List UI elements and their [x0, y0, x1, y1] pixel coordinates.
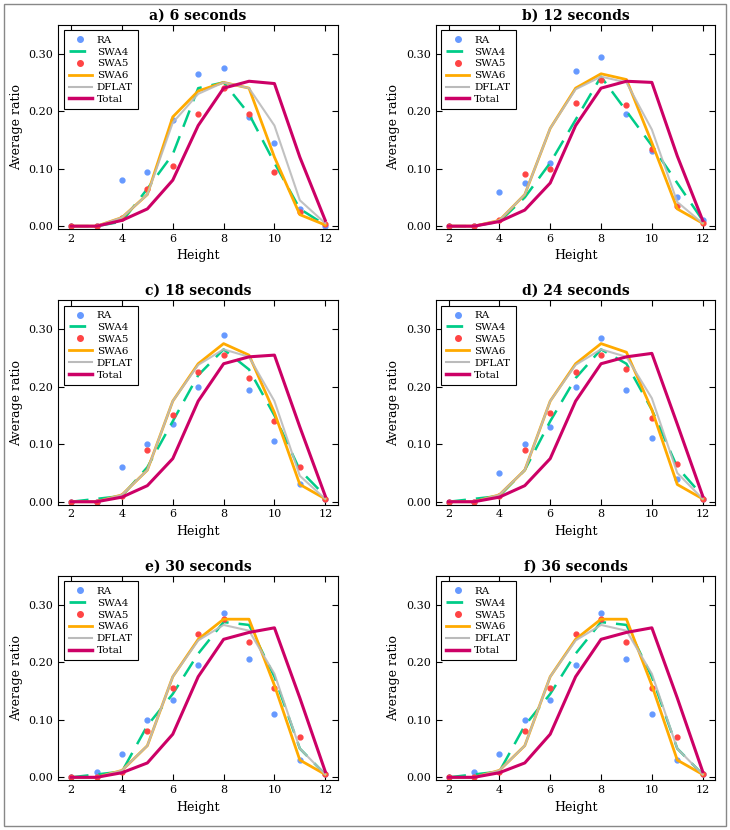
X-axis label: Height: Height [554, 801, 597, 813]
X-axis label: Height: Height [177, 801, 220, 813]
Legend: RA, SWA4, SWA5, SWA6, DFLAT, Total: RA, SWA4, SWA5, SWA6, DFLAT, Total [64, 30, 138, 110]
Title: e) 30 seconds: e) 30 seconds [145, 559, 252, 574]
Legend: RA, SWA4, SWA5, SWA6, DFLAT, Total: RA, SWA4, SWA5, SWA6, DFLAT, Total [441, 30, 515, 110]
Y-axis label: Average ratio: Average ratio [388, 84, 401, 170]
X-axis label: Height: Height [554, 250, 597, 262]
Y-axis label: Average ratio: Average ratio [10, 635, 23, 721]
Title: f) 36 seconds: f) 36 seconds [523, 559, 628, 574]
Legend: RA, SWA4, SWA5, SWA6, DFLAT, Total: RA, SWA4, SWA5, SWA6, DFLAT, Total [64, 581, 138, 661]
Y-axis label: Average ratio: Average ratio [10, 359, 23, 446]
Title: d) 24 seconds: d) 24 seconds [522, 284, 629, 298]
Title: b) 12 seconds: b) 12 seconds [522, 8, 629, 22]
Legend: RA, SWA4, SWA5, SWA6, DFLAT, Total: RA, SWA4, SWA5, SWA6, DFLAT, Total [441, 581, 515, 661]
Legend: RA, SWA4, SWA5, SWA6, DFLAT, Total: RA, SWA4, SWA5, SWA6, DFLAT, Total [441, 305, 515, 385]
Y-axis label: Average ratio: Average ratio [10, 84, 23, 170]
Title: a) 6 seconds: a) 6 seconds [150, 8, 247, 22]
Title: c) 18 seconds: c) 18 seconds [145, 284, 251, 298]
Y-axis label: Average ratio: Average ratio [388, 635, 401, 721]
X-axis label: Height: Height [177, 250, 220, 262]
X-axis label: Height: Height [177, 525, 220, 538]
X-axis label: Height: Height [554, 525, 597, 538]
Y-axis label: Average ratio: Average ratio [388, 359, 401, 446]
Legend: RA, SWA4, SWA5, SWA6, DFLAT, Total: RA, SWA4, SWA5, SWA6, DFLAT, Total [64, 305, 138, 385]
